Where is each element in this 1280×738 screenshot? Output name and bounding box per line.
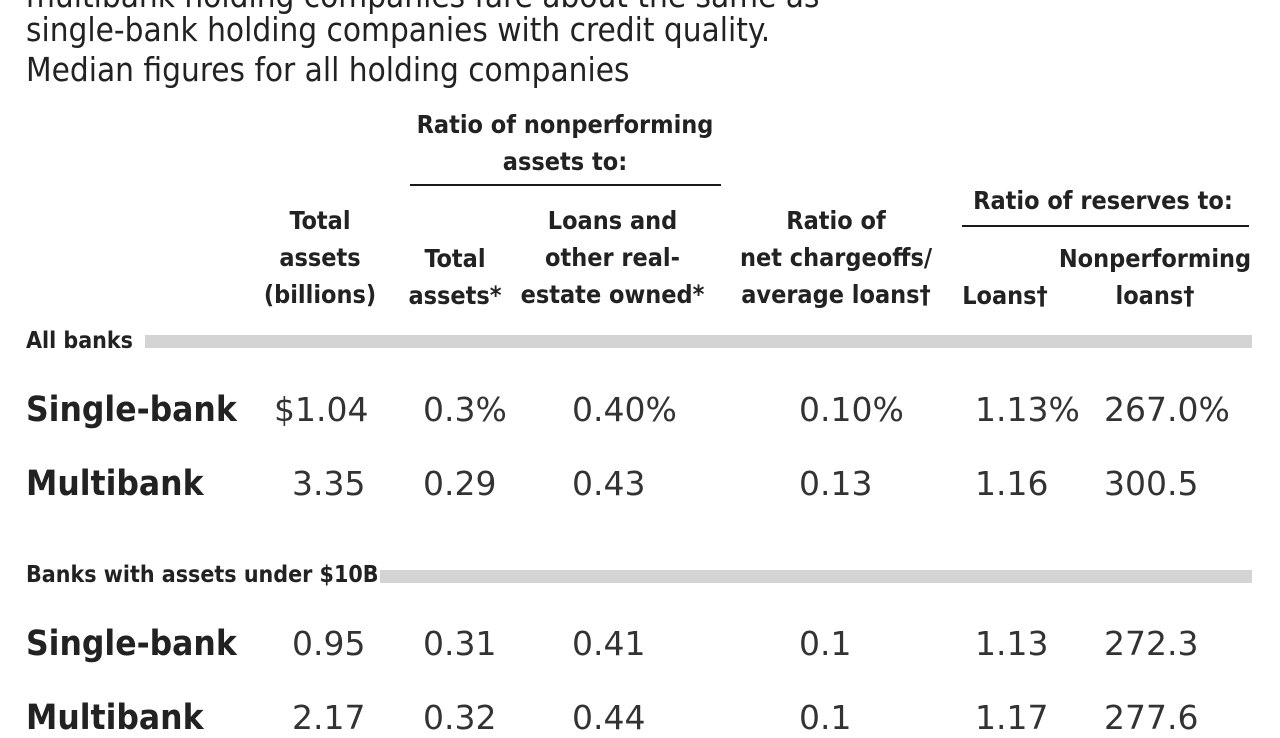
header-np-total-assets: Total assets* <box>408 244 502 310</box>
table-cell: 300.5 <box>1104 464 1199 503</box>
reserves-group-rule <box>962 225 1249 227</box>
table-cell: 0.1 <box>799 624 852 663</box>
table-cell: 0.43 <box>572 464 646 503</box>
table-cell: 1.13 <box>975 624 1049 663</box>
table-cell: 0.95 <box>292 624 366 663</box>
table-cell: 0.13 <box>799 464 873 503</box>
table-cell: 0.29 <box>423 464 497 503</box>
table-cell: 1.17 <box>975 698 1049 737</box>
row-label: Single-bank <box>26 390 237 430</box>
nonperforming-group-rule <box>410 184 721 186</box>
row-label: Multibank <box>26 464 204 504</box>
table-cell: 0.10% <box>799 390 904 429</box>
header-chargeoffs: Ratio of net chargeoffs/ average loans† <box>739 206 933 309</box>
table-cell: 0.31 <box>423 624 497 663</box>
header-reserves-group: Ratio of reserves to: <box>973 186 1233 215</box>
header-np-loans-reo: Loans and other real- estate owned* <box>520 206 705 309</box>
section-label-under-10b: Banks with assets under $10B <box>26 562 379 588</box>
table-cell: 0.44 <box>572 698 646 737</box>
table-cell: 0.41 <box>572 624 646 663</box>
row-label: Single-bank <box>26 624 237 664</box>
table-cell: 2.17 <box>292 698 366 737</box>
header-res-nonperforming: Nonperforming loans† <box>1058 244 1252 310</box>
intro-line-2: single-bank holding companies with credi… <box>26 10 771 49</box>
table-cell: 267.0% <box>1104 390 1230 429</box>
section-divider <box>380 570 1252 583</box>
table-cell: 1.13% <box>975 390 1080 429</box>
table-cell: 0.32 <box>423 698 497 737</box>
header-res-loans: Loans† <box>962 281 1048 310</box>
table-cell: 277.6 <box>1104 698 1199 737</box>
intro-line-1: multibank holding companies fare about t… <box>26 0 819 15</box>
table-cell: $1.04 <box>274 390 369 429</box>
header-total-assets: Total assets (billions) <box>263 206 377 309</box>
table-cell: 3.35 <box>292 464 366 503</box>
table-cell: 272.3 <box>1104 624 1199 663</box>
table-cell: 0.1 <box>799 698 852 737</box>
section-divider <box>145 335 1252 348</box>
section-label-all-banks: All banks <box>26 328 133 354</box>
table-cell: 0.40% <box>572 390 677 429</box>
row-label: Multibank <box>26 698 204 738</box>
table-cell: 1.16 <box>975 464 1049 503</box>
intro-line-3: Median figures for all holding companies <box>26 50 630 89</box>
header-nonperforming-group: Ratio of nonperforming assets to: <box>416 110 714 176</box>
table-cell: 0.3% <box>423 390 507 429</box>
